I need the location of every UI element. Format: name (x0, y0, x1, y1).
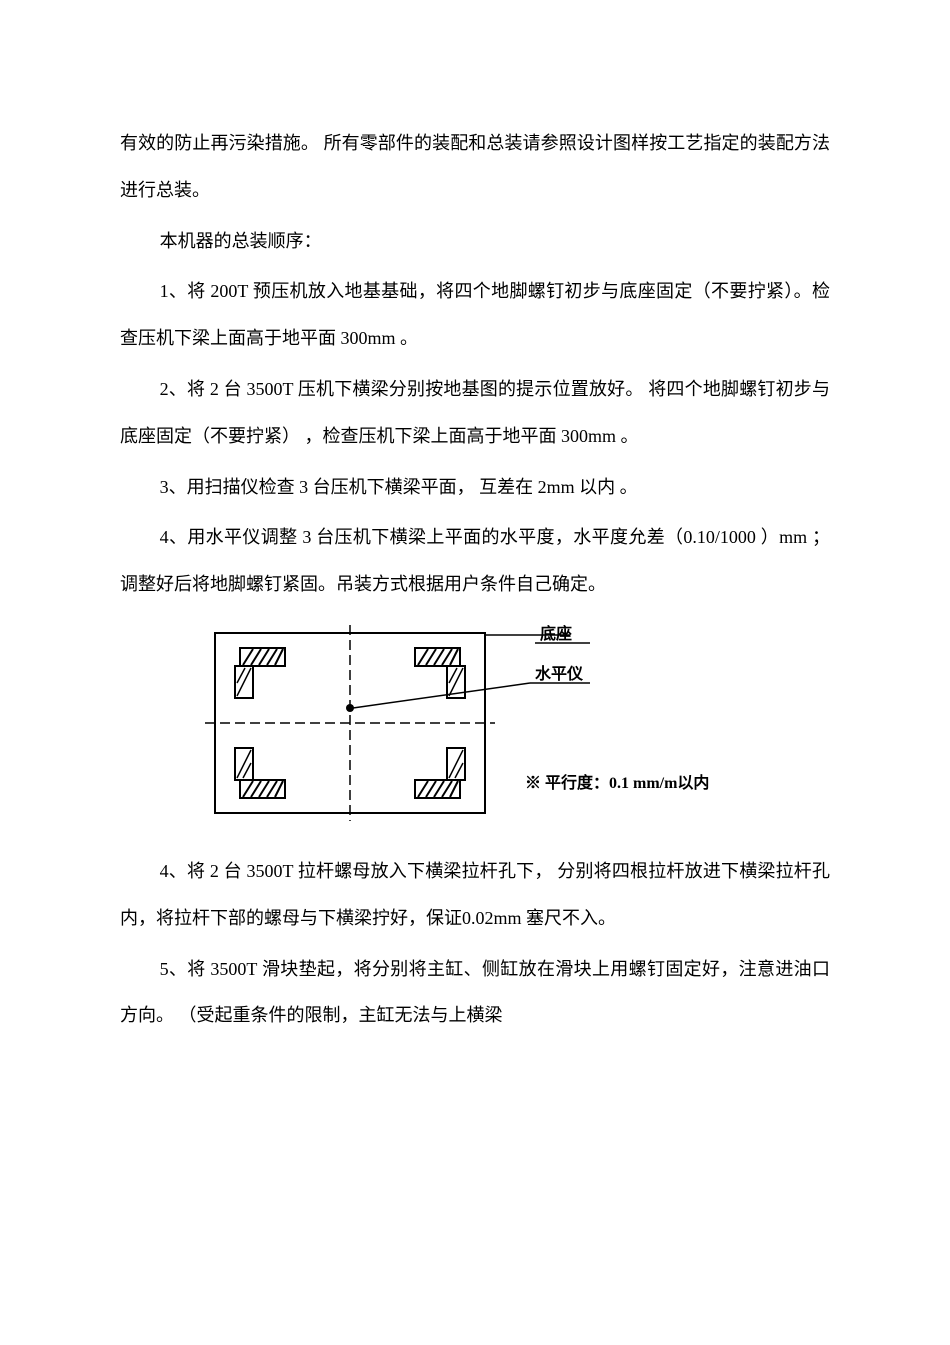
paragraph-5: 3、用扫描仪检查 3 台压机下横梁平面， 互差在 2mm 以内 。 (120, 464, 830, 511)
paragraph-4: 2、将 2 台 3500T 压机下横梁分别按地基图的提示位置放好。 将四个地脚螺… (120, 366, 830, 460)
paragraph-1: 有效的防止再污染措施。 所有零部件的装配和总装请参照设计图样按工艺指定的装配方法… (120, 120, 830, 214)
installation-diagram: 底座 水平仪 ※ 平行度：0.1 mm/m以内 (195, 623, 755, 823)
diagram-label-base: 底座 (540, 624, 572, 643)
diagram-label-parallelism: ※ 平行度：0.1 mm/m以内 (525, 773, 709, 792)
paragraph-8: 5、将 3500T 滑块垫起，将分别将主缸、侧缸放在滑块上用螺钉固定好，注意进油… (120, 946, 830, 1040)
paragraph-3: 1、将 200T 预压机放入地基基础，将四个地脚螺钉初步与底座固定（不要拧紧）。… (120, 268, 830, 362)
paragraph-6: 4、用水平仪调整 3 台压机下横梁上平面的水平度，水平度允差（0.10/1000… (120, 514, 830, 608)
document-content: 有效的防止再污染措施。 所有零部件的装配和总装请参照设计图样按工艺指定的装配方法… (120, 120, 830, 1039)
diagram-label-level: 水平仪 (535, 664, 584, 683)
diagram-container: 底座 水平仪 ※ 平行度：0.1 mm/m以内 (120, 623, 830, 823)
paragraph-7: 4、将 2 台 3500T 拉杆螺母放入下横梁拉杆孔下， 分别将四根拉杆放进下横… (120, 848, 830, 942)
paragraph-2: 本机器的总装顺序： (120, 218, 830, 265)
